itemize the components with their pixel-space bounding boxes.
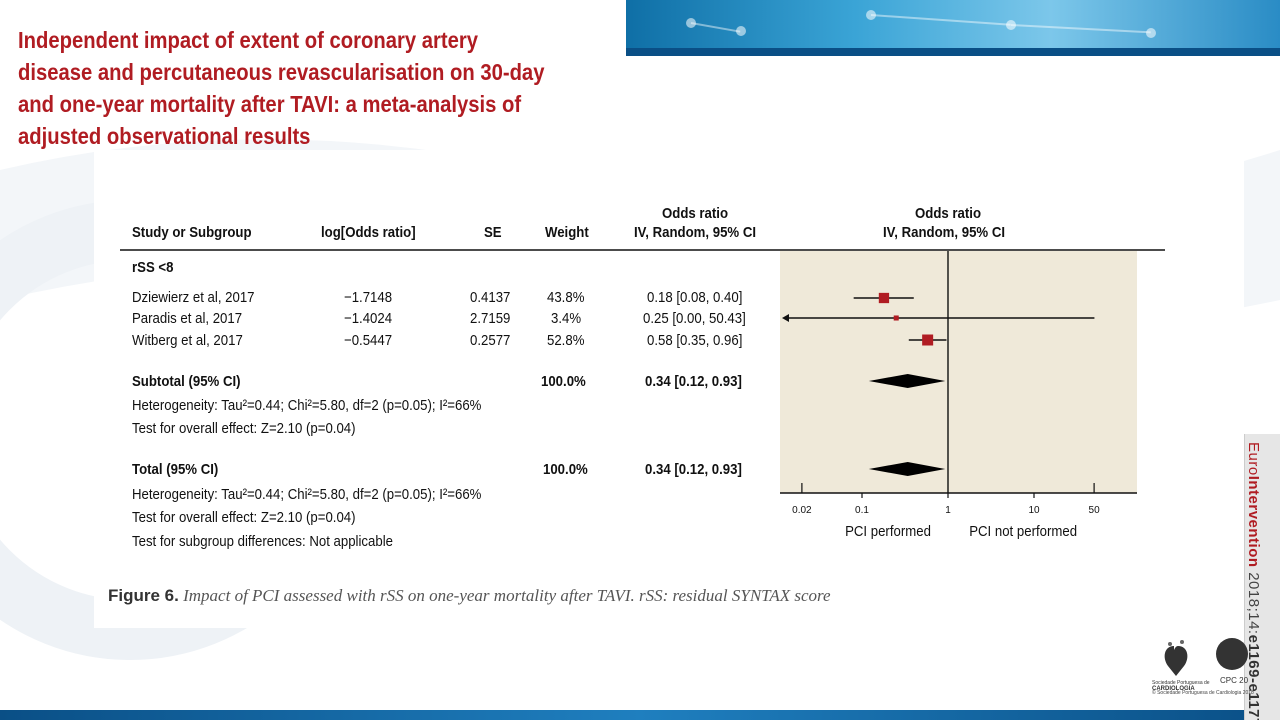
spc-name: CARDIOLOGIA [1152, 686, 1195, 692]
bottom-bar [0, 710, 1280, 720]
study-se: 2.7159 [470, 310, 511, 327]
header-weight: Weight [545, 224, 589, 241]
study-or-ci: 0.18 [0.08, 0.40] [647, 289, 743, 306]
subtotal-heterogeneity: Heterogeneity: Tau²=0.44; Chi²=5.80, df=… [132, 397, 482, 414]
study-or-ci: 0.25 [0.00, 50.43] [643, 310, 746, 327]
header-or-ci-line1: Odds ratio [662, 205, 729, 222]
total-overall-effect: Test for overall effect: Z=2.10 (p=0.04) [132, 509, 356, 526]
total-weight: 100.0% [543, 461, 588, 478]
study-log-or: −0.5447 [344, 332, 393, 349]
caption-text: Impact of PCI assessed with rSS on one-y… [183, 586, 831, 605]
axis-label-right: PCI not performed [969, 523, 1078, 540]
x-tick-label: 1 [945, 505, 951, 516]
study-weight: 52.8% [547, 332, 585, 349]
x-tick-label: 0.02 [792, 505, 812, 516]
header-plot-line1: Odds ratio [915, 205, 982, 222]
spc-logo-text: Sociedade Portuguesa de CARDIOLOGIA [1152, 680, 1210, 692]
figure-caption: Figure 6. Impact of PCI assessed with rS… [108, 586, 831, 606]
slide-title: Independent impact of extent of coronary… [18, 27, 545, 149]
copyright: © Sociedade Portuguesa de Cardiologia 20… [1152, 690, 1254, 696]
subtotal-label: Subtotal (95% CI) [132, 373, 241, 390]
journal-name-intervention: Intervention [1245, 475, 1262, 568]
spc-sub: Sociedade Portuguesa de [1152, 680, 1210, 686]
subtotal-overall-effect: Test for overall effect: Z=2.10 (p=0.04) [132, 420, 356, 437]
total-heterogeneity: Heterogeneity: Tau²=0.44; Chi²=5.80, df=… [132, 486, 482, 503]
header-study: Study or Subgroup [132, 224, 252, 241]
subtotal-weight: 100.0% [541, 373, 586, 390]
header-log-or: log[Odds ratio] [321, 224, 416, 241]
study-weight: 43.8% [547, 289, 585, 306]
study-name: Paradis et al, 2017 [132, 310, 243, 327]
header-se: SE [484, 224, 502, 241]
study-se: 0.4137 [470, 289, 511, 306]
x-tick-label: 50 [1089, 505, 1101, 516]
cpc-logo-text: CPC 20 [1220, 676, 1249, 685]
pooled-diamond [868, 374, 946, 388]
total-or-ci: 0.34 [0.12, 0.93] [645, 461, 742, 478]
point-estimate [878, 292, 890, 304]
header-or-ci-line2: IV, Random, 95% CI [634, 224, 757, 241]
plot-background [780, 251, 1137, 493]
ci-arrow [782, 314, 789, 322]
study-name: Dziewierz et al, 2017 [132, 289, 255, 306]
journal-name-euro: Euro [1245, 442, 1262, 476]
subgroup-label: rSS <8 [132, 259, 174, 276]
point-estimate [893, 315, 899, 321]
pooled-diamond [868, 462, 946, 476]
subgroup-differences: Test for subgroup differences: Not appli… [132, 533, 393, 550]
study-or-ci: 0.58 [0.35, 0.96] [647, 332, 743, 349]
axis-label-left: PCI performed [845, 523, 931, 540]
study-log-or: −1.7148 [344, 289, 393, 306]
header-plot-line2: IV, Random, 95% CI [883, 224, 1006, 241]
journal-side-tab [1244, 434, 1280, 720]
x-tick-label: 0.1 [855, 505, 869, 516]
citation-volume: 2018;14: [1245, 572, 1262, 635]
cpc-logo [1216, 638, 1248, 670]
subtotal-or-ci: 0.34 [0.12, 0.93] [645, 373, 742, 390]
caption-label: Figure 6. [108, 586, 179, 605]
study-se: 0.2577 [470, 332, 511, 349]
top-banner [626, 0, 1280, 56]
point-estimate [922, 334, 934, 346]
total-label: Total (95% CI) [132, 461, 219, 478]
study-name: Witberg et al, 2017 [132, 332, 243, 349]
spc-heart-logo [1164, 640, 1188, 676]
study-log-or: −1.4024 [344, 310, 393, 327]
study-weight: 3.4% [551, 310, 582, 327]
x-tick-label: 10 [1028, 505, 1040, 516]
